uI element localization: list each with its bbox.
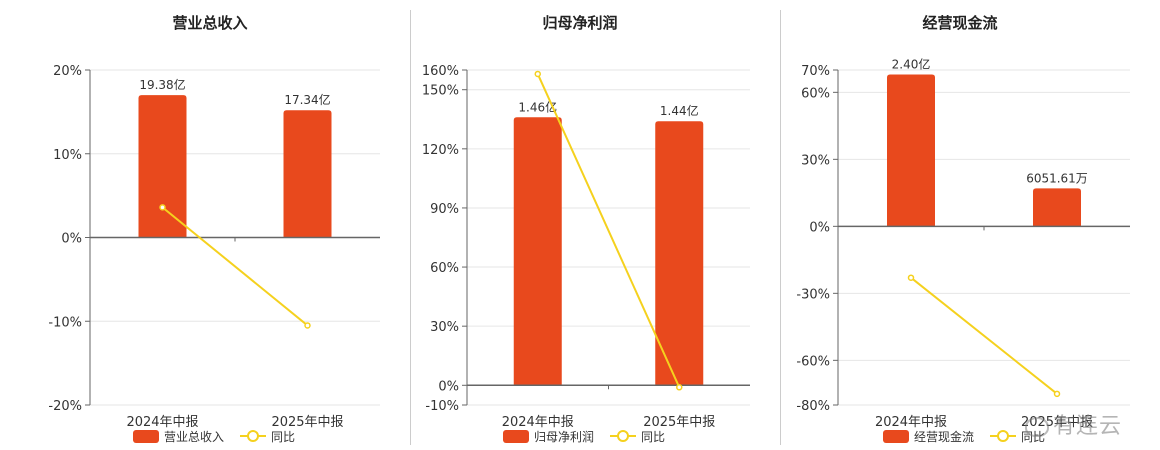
y-tick-label: 160% xyxy=(422,64,459,79)
bar-value-label: 17.34亿 xyxy=(284,92,330,107)
legend-line-label: 同比 xyxy=(271,430,295,444)
yoy-line xyxy=(536,73,681,388)
chart-title: 营业总收入 xyxy=(172,14,247,32)
y-tick-label: 70% xyxy=(801,64,830,79)
legend-line-marker xyxy=(247,430,259,442)
bar-value-label: 2.40亿 xyxy=(892,56,931,71)
bar-value-label: 1.46亿 xyxy=(518,99,557,114)
y-tick-label: -80% xyxy=(796,399,830,414)
yoy-point xyxy=(534,70,541,78)
y-tick-label: -60% xyxy=(796,354,830,369)
y-tick-label: 0% xyxy=(809,220,830,235)
y-tick-label: 90% xyxy=(430,202,459,217)
watermark: 有连云 xyxy=(1025,408,1122,440)
yoy-line xyxy=(910,276,1058,395)
x-tick-label: 2025年中报 xyxy=(643,415,715,430)
legend-bar-swatch xyxy=(883,430,909,443)
bar-value-label: 1.44亿 xyxy=(660,103,699,118)
legend-line-marker xyxy=(997,430,1009,442)
yoy-point xyxy=(159,204,166,211)
weibo-icon xyxy=(1025,417,1049,437)
legend-bar-swatch xyxy=(133,430,159,443)
y-tick-label: 120% xyxy=(422,143,459,158)
legend-bar-label: 营业总收入 xyxy=(164,430,224,444)
chart-title: 归母净利润 xyxy=(542,14,617,32)
divider-2 xyxy=(780,10,781,445)
legend-line-marker xyxy=(617,430,629,442)
bar-value-label: 6051.61万 xyxy=(1026,171,1088,185)
legend-bar-label: 经营现金流 xyxy=(914,429,974,444)
y-tick-label: 30% xyxy=(801,153,830,168)
watermark-text: 有连云 xyxy=(1053,414,1123,439)
y-tick-label: -30% xyxy=(796,287,830,302)
y-tick-label: -20% xyxy=(48,399,82,414)
bar xyxy=(655,121,704,386)
x-tick-label: 2024年中报 xyxy=(126,415,198,430)
x-tick-label: 2024年中报 xyxy=(502,415,574,430)
x-tick-label: 2024年中报 xyxy=(875,415,947,430)
y-tick-label: 0% xyxy=(438,379,459,394)
yoy-point xyxy=(676,384,683,391)
yoy-line xyxy=(161,206,309,327)
bar xyxy=(887,74,935,227)
y-tick-label: -10% xyxy=(48,315,82,330)
divider-1 xyxy=(410,10,411,445)
y-tick-label: 10% xyxy=(53,148,82,163)
y-tick-label: 20% xyxy=(53,64,82,79)
yoy-point xyxy=(1053,390,1061,398)
bar xyxy=(1033,188,1081,227)
chart-title: 经营现金流 xyxy=(922,14,997,32)
legend-bar-swatch xyxy=(503,430,529,443)
y-tick-label: -10% xyxy=(425,399,459,414)
bar xyxy=(283,110,332,238)
legend-line-label: 同比 xyxy=(641,430,665,444)
bar xyxy=(138,95,187,238)
y-tick-label: 60% xyxy=(430,261,459,276)
bar xyxy=(513,117,562,386)
yoy-point xyxy=(907,274,915,281)
yoy-point xyxy=(304,322,311,329)
bar-value-label: 19.38亿 xyxy=(139,77,185,92)
x-tick-label: 2025年中报 xyxy=(271,415,343,430)
legend-bar-label: 归母净利润 xyxy=(534,430,594,444)
y-tick-label: 150% xyxy=(422,84,459,99)
y-tick-label: 0% xyxy=(61,232,82,247)
y-tick-label: 60% xyxy=(801,86,830,101)
y-tick-label: 30% xyxy=(430,320,459,335)
